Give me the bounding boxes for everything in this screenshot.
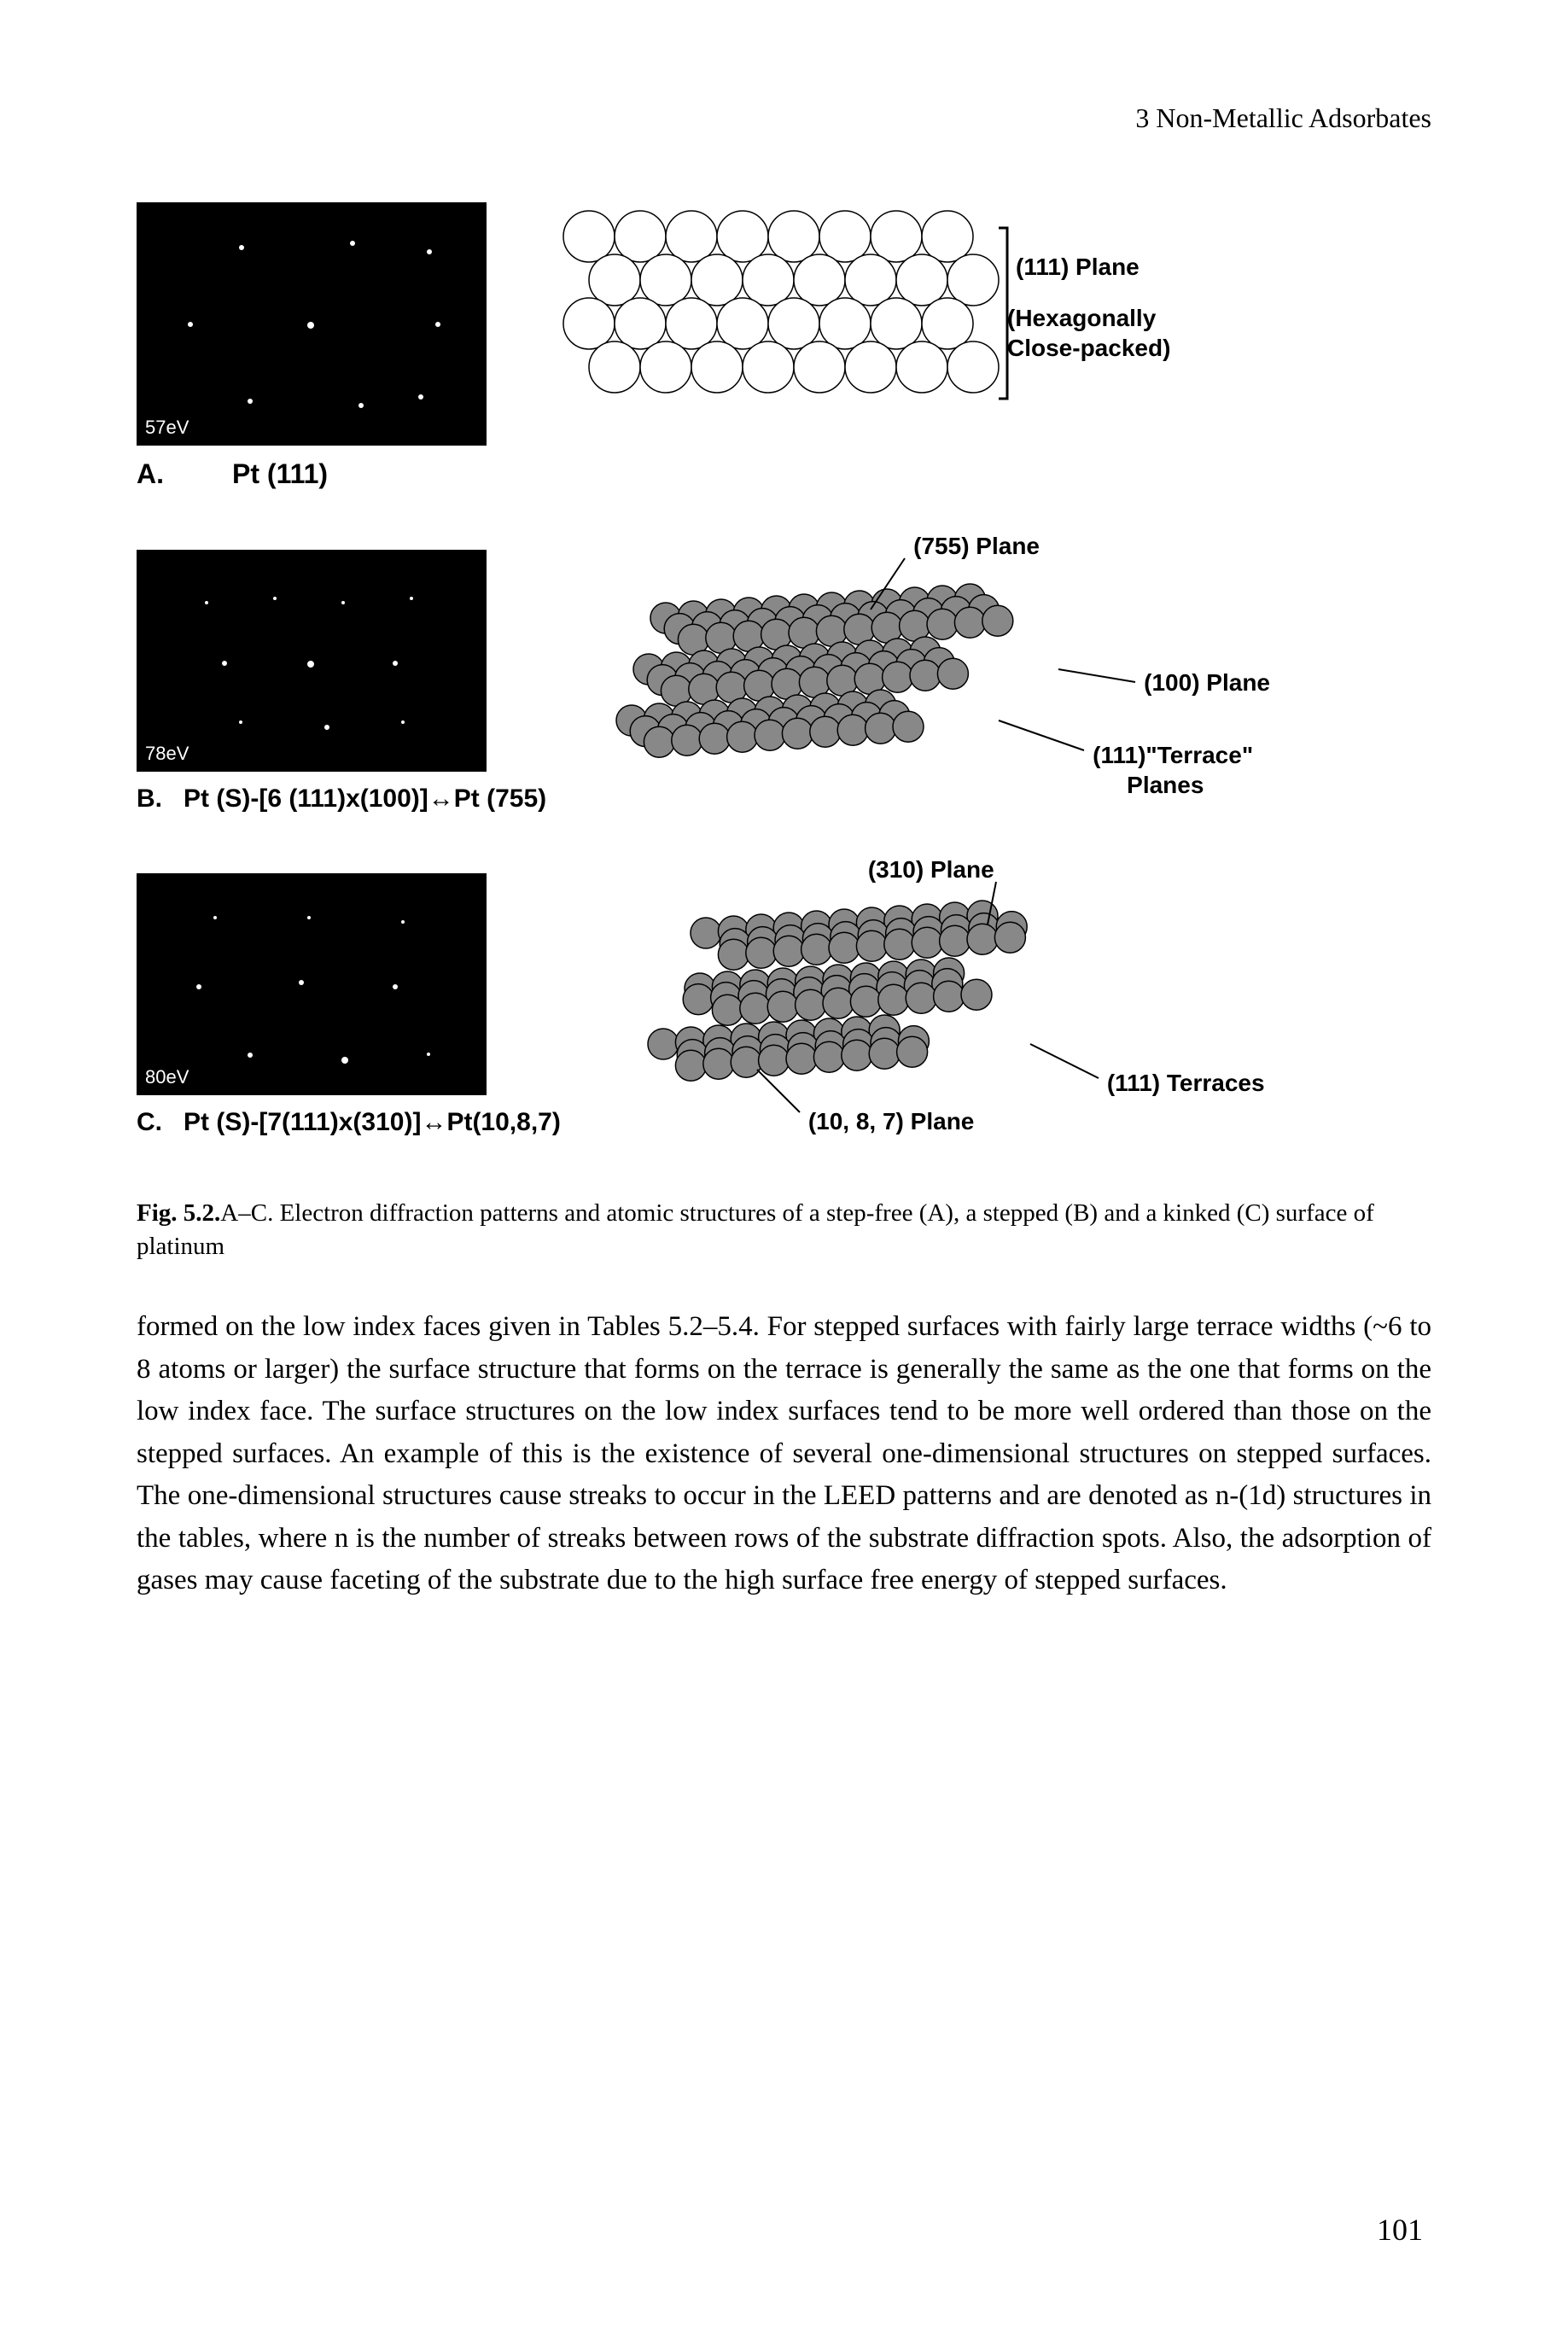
structure-b: (755) Plane (100) Plane (111)"Terrace" P… <box>615 550 1431 806</box>
label-close-packed: Close-packed) <box>1007 335 1170 362</box>
panel-c: 80eV C. Pt (S)-[7(111)x(310)]↔Pt(10,8,7)… <box>137 873 1431 1137</box>
label-111-terrace: (111)"Terrace" <box>1093 742 1253 769</box>
label-111-plane: (111) Plane <box>1016 254 1140 281</box>
leed-image-b: 78eV <box>137 550 487 772</box>
figure-caption: Fig. 5.2.A–C. Electron diffraction patte… <box>137 1197 1431 1263</box>
body-paragraph: formed on the low index faces given in T… <box>137 1306 1431 1602</box>
label-111-terraces: (111) Terraces <box>1107 1070 1265 1097</box>
label-hexagonal: (Hexagonally <box>1007 305 1156 332</box>
structure-a: (111) Plane (Hexagonally Close-packed) <box>555 202 1431 446</box>
label-planes: Planes <box>1127 772 1204 799</box>
hex-lattice-icon <box>555 202 1016 424</box>
panel-a: 57eV A. Pt (111) (111) Plane (Hexagonall… <box>137 202 1431 490</box>
leed-energy-a: 57eV <box>145 417 189 439</box>
label-755: (755) Plane <box>913 533 1040 560</box>
panel-a-label: A. Pt (111) <box>137 458 487 490</box>
label-1087: (10, 8, 7) Plane <box>808 1108 975 1135</box>
panel-b-label: B. Pt (S)-[6 (111)x(100)]↔Pt (755) <box>137 784 546 814</box>
page-number: 101 <box>1377 2212 1423 2248</box>
label-310: (310) Plane <box>868 856 994 884</box>
structure-c: (310) Plane (111) Terraces (10, 8, 7) Pl… <box>629 873 1431 1129</box>
label-100: (100) Plane <box>1144 669 1270 697</box>
leed-image-a: 57eV <box>137 202 487 446</box>
panel-c-label: C. Pt (S)-[7(111)x(310)]↔Pt(10,8,7) <box>137 1108 561 1137</box>
panel-b: 78eV B. Pt (S)-[6 (111)x(100)]↔Pt (755) … <box>137 550 1431 814</box>
leed-energy-c: 80eV <box>145 1066 189 1088</box>
chapter-header: 3 Non-Metallic Adsorbates <box>137 102 1431 134</box>
leed-image-c: 80eV <box>137 873 487 1095</box>
kinked-lattice-icon <box>629 873 1278 1138</box>
leed-energy-b: 78eV <box>145 743 189 765</box>
